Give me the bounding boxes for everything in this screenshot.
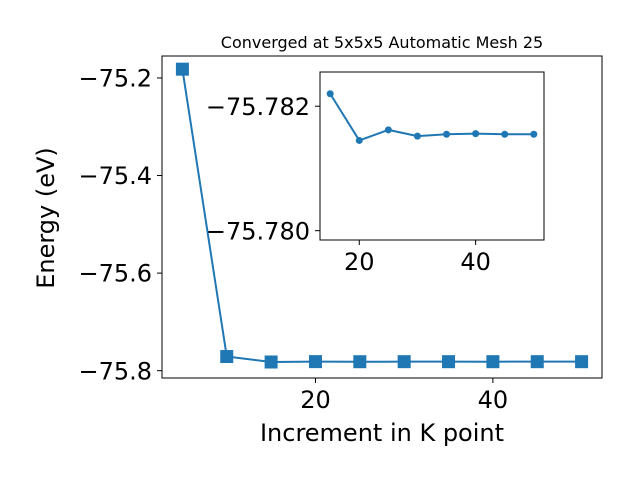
main-data-point: [175, 62, 189, 76]
main-series-line: [181, 69, 582, 363]
chart-title: Converged at 5x5x5 Automatic Mesh 25: [221, 33, 543, 52]
inset-data-point: [326, 90, 334, 98]
main-y-tick-label: −75.4: [78, 162, 152, 190]
y-axis-label: Energy (eV): [32, 147, 60, 289]
main-y-tick-label: −75.8: [78, 357, 152, 385]
inset-series-line: [329, 93, 534, 142]
inset-x-tick-label: 40: [460, 248, 491, 276]
inset-data-point: [472, 130, 480, 138]
main-axes-frame: [161, 55, 603, 379]
inset-x-tick-label: 20: [344, 248, 375, 276]
main-data-point: [220, 350, 234, 364]
main-plot: 20 40 −75.2 −75.4 −75.6 −75.8: [78, 55, 603, 414]
inset-data-point: [384, 126, 392, 134]
main-data-point: [530, 355, 544, 369]
main-data-point: [264, 355, 278, 369]
x-axis-label: Increment in K point: [260, 419, 504, 447]
main-y-tick-label: −75.6: [78, 260, 152, 288]
main-data-point: [397, 355, 411, 369]
main-data-point: [575, 355, 589, 369]
main-data-point: [308, 355, 322, 369]
main-x-tick-label: 20: [300, 386, 331, 414]
main-y-tick-label: −75.2: [78, 65, 152, 93]
inset-y-tick-label: −75.782: [206, 93, 310, 121]
main-x-tick-label: 40: [478, 386, 509, 414]
inset-axes-frame: [319, 71, 545, 241]
main-data-point: [442, 355, 456, 369]
inset-y-tick-label: −75.780: [206, 217, 310, 245]
inset-data-point: [413, 132, 421, 140]
inset-data-point: [443, 130, 451, 138]
inset-data-point: [501, 130, 509, 138]
inset-plot: 20 40 −75.782 −75.780: [206, 71, 545, 276]
inset-data-point: [355, 136, 363, 144]
main-data-point: [353, 355, 367, 369]
main-data-point: [486, 355, 500, 369]
inset-data-point: [530, 130, 538, 138]
